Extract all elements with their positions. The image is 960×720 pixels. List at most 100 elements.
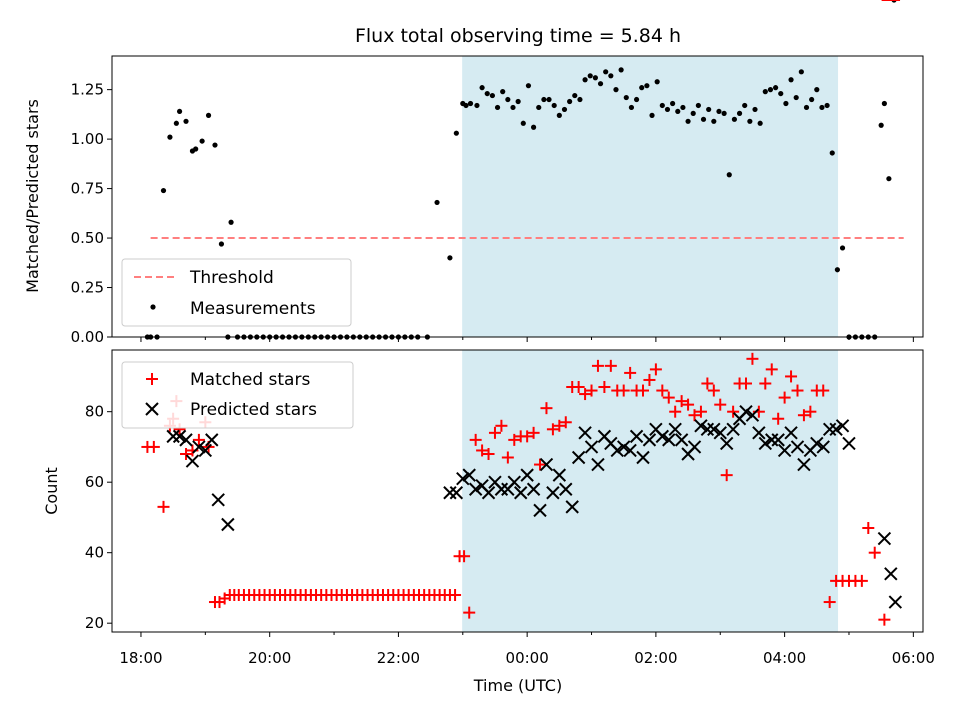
predicted-star-marker — [179, 433, 193, 447]
x-tick-label: 22:00 — [377, 649, 420, 667]
measurement-point — [670, 100, 676, 107]
measurement-point — [829, 150, 835, 156]
measurement-point — [582, 77, 588, 83]
ratio-legend: Threshold Measurements — [121, 258, 352, 327]
measurement-point — [886, 176, 892, 182]
measurement-point — [556, 112, 562, 118]
measurement-point — [767, 87, 774, 93]
measurement-point — [505, 96, 511, 103]
measurement-point — [878, 122, 884, 128]
measurement-point — [736, 110, 743, 116]
matched-star-marker — [617, 384, 630, 397]
matched-star-marker — [534, 458, 547, 471]
x-tick-label: 06:00 — [892, 649, 935, 667]
matched-star-marker — [785, 370, 798, 383]
matched-star-marker — [540, 402, 553, 415]
measurement-point — [690, 110, 696, 116]
matched-star-marker — [707, 384, 720, 397]
predicted-star-marker — [713, 426, 727, 440]
predicted-star-marker — [456, 471, 470, 486]
matched-star-marker — [476, 444, 489, 457]
predicted-star-marker — [198, 443, 213, 458]
matched-star-marker — [682, 398, 695, 411]
predicted-star-marker — [835, 419, 850, 433]
predicted-star-marker — [462, 468, 476, 482]
measurement-point — [434, 199, 440, 206]
predicted-star-marker — [642, 433, 657, 447]
matched-star-marker — [192, 433, 205, 446]
predicted-star-marker — [584, 440, 599, 454]
matched-star-marker — [157, 500, 170, 513]
measurements-legend-swatch — [150, 304, 156, 310]
matched-star-marker — [739, 377, 752, 390]
measurement-point — [654, 79, 660, 85]
x-tick-label: 04:00 — [763, 649, 806, 667]
predicted-star-marker — [842, 436, 856, 451]
predicted-star-marker — [662, 433, 676, 447]
predicted-star-marker — [507, 475, 521, 489]
matched-star-marker — [591, 359, 604, 372]
matched-star-marker — [546, 423, 559, 436]
matched-star-marker — [180, 447, 193, 460]
measurements-legend-label: Measurements — [190, 299, 316, 319]
predicted-star-marker — [172, 429, 187, 444]
predicted-star-marker — [700, 422, 715, 437]
predicted-star-marker — [533, 503, 547, 518]
measurement-point — [510, 104, 516, 111]
measurement-point — [731, 116, 738, 122]
measurement-point — [447, 255, 453, 261]
measurement-point — [757, 120, 763, 126]
measurement-point — [597, 81, 604, 87]
count-legend: Matched stars Predicted stars — [121, 361, 354, 429]
ratio-y-tick-label: 0.00 — [71, 328, 104, 346]
measurement-point — [500, 89, 506, 95]
predicted-star-marker — [816, 440, 830, 454]
matched-star-marker — [637, 384, 650, 397]
measurement-point — [530, 124, 537, 130]
matched-star-marker — [694, 405, 707, 418]
measurement-point — [783, 100, 789, 107]
matched-star-marker — [553, 419, 566, 432]
x-tick-label: 18:00 — [119, 649, 162, 667]
matched-star-marker — [469, 433, 482, 446]
predicted-star-marker — [539, 457, 554, 472]
predicted-star-marker — [707, 422, 721, 437]
predicted-star-marker — [185, 454, 200, 468]
matched-star-marker — [823, 596, 836, 609]
measurement-point — [577, 96, 583, 103]
predicted-star-marker — [610, 443, 624, 458]
matched-star-marker — [572, 381, 585, 394]
measurement-point — [592, 75, 598, 81]
count-axes-frame — [111, 349, 924, 633]
predicted-star-marker — [565, 500, 579, 514]
measurement-point — [536, 104, 542, 111]
measurement-point — [778, 90, 784, 97]
predicted-star-marker — [494, 482, 509, 496]
matched-star-marker — [772, 412, 785, 425]
predicted-star-marker — [578, 426, 592, 440]
measurement-point — [160, 187, 167, 194]
measurement-point — [747, 118, 753, 124]
measurement-point — [639, 85, 645, 91]
measurement-point — [819, 104, 825, 111]
measurement-point — [608, 73, 614, 79]
measurement-point — [762, 89, 768, 95]
predicted-star-marker — [559, 482, 573, 496]
predicted-star-marker — [526, 482, 541, 496]
matched-star-marker — [598, 381, 611, 394]
ratio-y-tick-label: 1.25 — [71, 81, 104, 99]
count-y-tick-label: 20 — [85, 614, 104, 632]
matched-star-marker — [791, 384, 804, 397]
measurement-point — [881, 100, 887, 107]
measurement-point — [623, 94, 629, 101]
matched-star-marker — [817, 384, 830, 397]
predicted-star-marker — [481, 486, 496, 500]
predicted-star-marker — [616, 440, 631, 454]
predicted-star-marker — [674, 433, 689, 447]
measurement-point — [742, 102, 748, 109]
predicted-star-marker — [591, 457, 605, 472]
count-y-axis-label: Count — [42, 467, 61, 515]
measurement-point — [613, 87, 619, 93]
measurement-point — [572, 92, 578, 99]
measurement-point — [489, 92, 495, 99]
